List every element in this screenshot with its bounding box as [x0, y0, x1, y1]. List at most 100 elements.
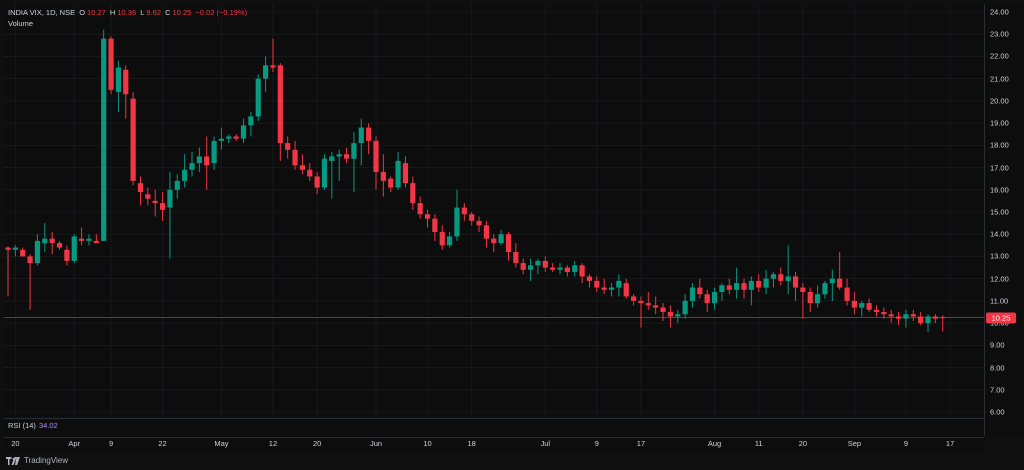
candle-body[interactable] — [277, 65, 283, 144]
candle-body[interactable] — [366, 127, 372, 141]
candle-body[interactable] — [579, 265, 585, 277]
candle-body[interactable] — [42, 238, 48, 244]
candle-body[interactable] — [71, 236, 77, 261]
candle-body[interactable] — [594, 280, 600, 288]
candle-body[interactable] — [174, 180, 180, 190]
candle-body[interactable] — [903, 314, 909, 319]
candle-body[interactable] — [469, 214, 475, 221]
candle-body[interactable] — [881, 312, 887, 315]
candle-body[interactable] — [314, 176, 320, 188]
price-axis[interactable] — [984, 4, 1023, 436]
candle-body[interactable] — [756, 280, 762, 288]
candle-body[interactable] — [321, 158, 328, 188]
volume-indicator-label[interactable]: Volume — [8, 19, 34, 28]
candle-body[interactable] — [285, 143, 291, 150]
candle-body[interactable] — [638, 300, 644, 304]
candle-body[interactable] — [461, 207, 467, 215]
candle-body[interactable] — [439, 232, 445, 246]
candle-body[interactable] — [601, 287, 607, 290]
candle-body[interactable] — [123, 69, 129, 95]
candle-body[interactable] — [211, 140, 217, 164]
candle-body[interactable] — [204, 156, 210, 166]
candle-body[interactable] — [888, 314, 894, 317]
candle-body[interactable] — [373, 140, 379, 172]
candle-body[interactable] — [402, 163, 409, 184]
candle-body[interactable] — [527, 265, 534, 270]
candle-body[interactable] — [667, 312, 673, 317]
candle-body[interactable] — [336, 154, 342, 157]
candle-body[interactable] — [520, 263, 526, 270]
candle-body[interactable] — [432, 218, 438, 232]
candle-body[interactable] — [873, 309, 880, 312]
candle-body[interactable] — [741, 283, 747, 290]
candle-body[interactable] — [388, 178, 394, 188]
candle-body[interactable] — [417, 203, 423, 215]
candle-body[interactable] — [829, 278, 835, 284]
candle-body[interactable] — [152, 200, 158, 204]
candle-body[interactable] — [572, 265, 578, 272]
candle-body[interactable] — [542, 260, 548, 268]
candle-body[interactable] — [454, 207, 460, 237]
candle-body[interactable] — [115, 67, 121, 92]
candle-body[interactable] — [93, 240, 99, 244]
candle-body[interactable] — [79, 238, 85, 241]
candle-body[interactable] — [918, 316, 924, 324]
candle-body[interactable] — [240, 125, 247, 139]
candle-body[interactable] — [675, 314, 681, 317]
candle-body[interactable] — [12, 247, 18, 250]
candle-body[interactable] — [697, 287, 703, 295]
tradingview-branding[interactable]: TradingView — [6, 456, 68, 465]
candle-body[interactable] — [233, 136, 239, 139]
candle-body[interactable] — [476, 220, 482, 226]
candle-body[interactable] — [424, 214, 431, 219]
candle-body[interactable] — [86, 238, 92, 241]
candle-body[interactable] — [226, 136, 232, 139]
candle-body[interactable] — [56, 243, 63, 248]
candle-body[interactable] — [27, 256, 33, 264]
candle-body[interactable] — [159, 203, 166, 210]
candle-body[interactable] — [137, 183, 144, 192]
candle-body[interactable] — [307, 169, 313, 177]
candle-body[interactable] — [189, 163, 195, 170]
candle-body[interactable] — [719, 285, 725, 292]
candle-body[interactable] — [130, 98, 136, 181]
candle-body[interactable] — [513, 252, 519, 264]
candle-body[interactable] — [763, 278, 769, 288]
candle-body[interactable] — [807, 292, 813, 304]
candle-body[interactable] — [866, 303, 872, 310]
candle-body[interactable] — [682, 300, 688, 315]
candle-body[interactable] — [770, 274, 777, 279]
candle-body[interactable] — [557, 267, 563, 270]
candle-body[interactable] — [748, 280, 754, 290]
candle-body[interactable] — [711, 292, 718, 304]
candle-body[interactable] — [535, 260, 541, 266]
candle-body[interactable] — [726, 285, 732, 290]
candle-body[interactable] — [483, 225, 489, 239]
candle-body[interactable] — [101, 38, 107, 241]
candle-body[interactable] — [292, 149, 298, 166]
candle-body[interactable] — [410, 183, 416, 204]
candle-body[interactable] — [653, 305, 659, 308]
candle-body[interactable] — [800, 287, 806, 292]
rsi-indicator-label[interactable]: RSI (14) 34.02 — [8, 421, 58, 430]
candle-body[interactable] — [689, 287, 696, 301]
candle-body[interactable] — [645, 303, 651, 306]
symbol-name[interactable]: INDIA VIX, 1D, NSE — [8, 8, 76, 17]
candle-body[interactable] — [182, 169, 188, 181]
candle-body[interactable] — [351, 143, 357, 159]
candle-body[interactable] — [505, 234, 512, 252]
candle-body[interactable] — [734, 283, 740, 290]
candle-body[interactable] — [447, 236, 453, 246]
candle-body[interactable] — [792, 276, 799, 288]
price-pane[interactable] — [4, 4, 984, 416]
candle-body[interactable] — [20, 249, 26, 257]
candle-body[interactable] — [270, 65, 276, 68]
candle-body[interactable] — [145, 194, 151, 199]
candle-body[interactable] — [299, 165, 305, 170]
candle-body[interactable] — [910, 314, 916, 317]
candle-body[interactable] — [196, 156, 202, 164]
candle-body[interactable] — [837, 278, 843, 288]
candle-body[interactable] — [785, 276, 791, 281]
candle-body[interactable] — [586, 276, 593, 281]
candle-body[interactable] — [263, 65, 269, 79]
